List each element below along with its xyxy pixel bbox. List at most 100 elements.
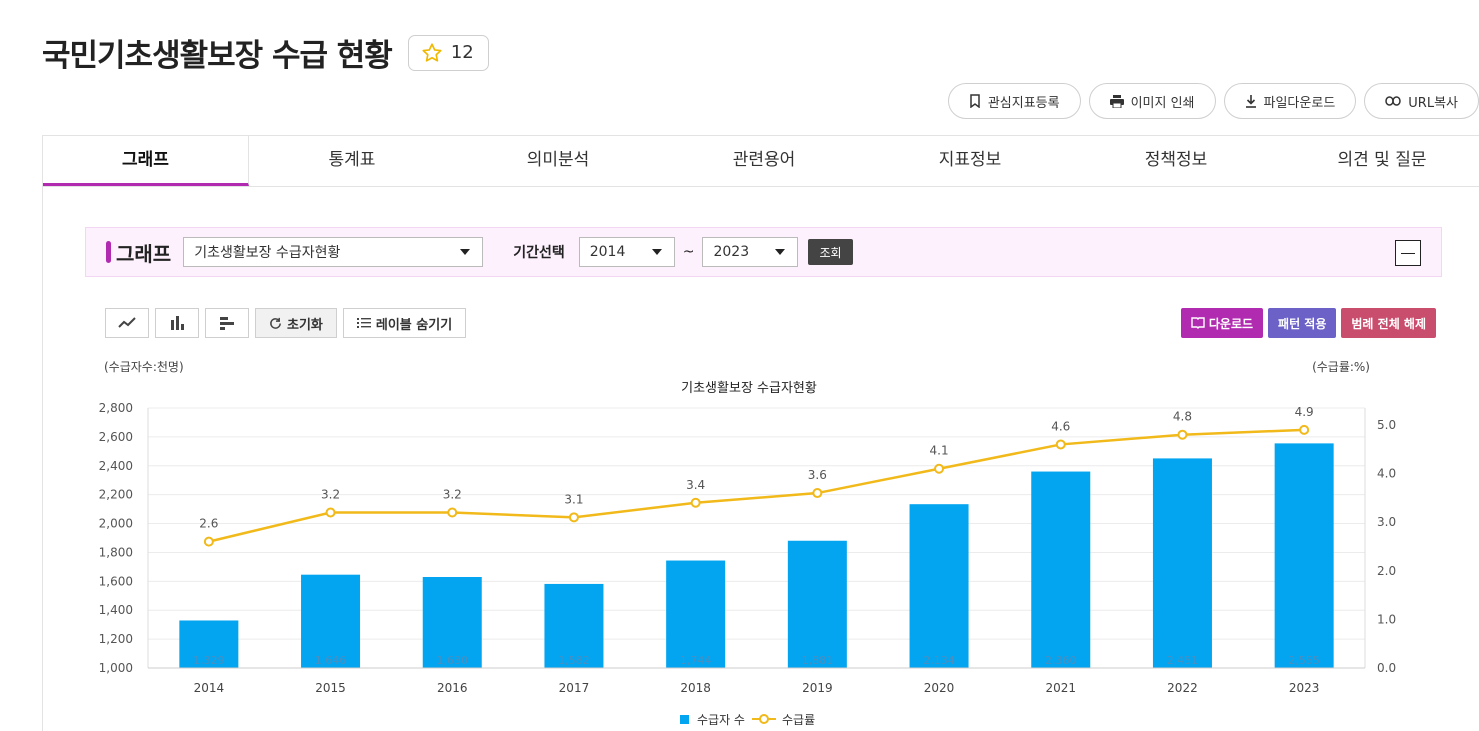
bar-chart-button[interactable] (155, 308, 199, 338)
bar-chart-icon (171, 316, 184, 330)
bookmark-label: 관심지표등록 (987, 95, 1060, 111)
legend-clear-button[interactable]: 범례 전체 해제 (1341, 308, 1436, 338)
hide-labels-label: 레이블 숨기기 (375, 317, 453, 333)
left-axis-tick-label: 2,200 (99, 488, 133, 502)
tab-policy-info[interactable]: 정책정보 (1144, 150, 1208, 170)
filter-bar: 그래프 기초생활보장 수급자현황 기간선택 2014 ~ 2023 조회 (85, 227, 1442, 277)
right-axis-tick-label: 2.0 (1377, 564, 1396, 578)
chart-download-button[interactable]: 다운로드 (1180, 308, 1264, 338)
rate-line (208, 428, 1305, 543)
start-year-value: 2014 (589, 244, 626, 260)
left-axis-tick-label: 1,600 (99, 574, 133, 588)
right-axis-tick-label: 1.0 (1377, 612, 1396, 626)
link-icon (1385, 96, 1402, 106)
tab-terms[interactable]: 관련용어 (732, 150, 796, 170)
copy-url-label: URL복사 (1408, 95, 1458, 111)
horizontal-bar-button[interactable] (205, 308, 249, 338)
legend-bar-swatch[interactable] (680, 715, 689, 724)
bar (909, 504, 969, 668)
refresh-icon (270, 317, 281, 329)
reset-button[interactable]: 초기화 (255, 308, 337, 338)
end-year-select[interactable]: 2023 (702, 237, 799, 267)
dataset-select-value: 기초생활보장 수급자현황 (194, 245, 341, 261)
filter-title: 그래프 (116, 241, 172, 266)
legend-bar-label[interactable]: 수급자 수 (697, 713, 745, 727)
line-data-label: 4.1 (930, 444, 949, 458)
download-icon (1245, 94, 1256, 108)
x-axis-tick-label: 2022 (1167, 681, 1198, 695)
line-data-label: 3.2 (321, 487, 340, 501)
tab-opinions[interactable]: 의견 및 질문 (1337, 150, 1427, 170)
hide-labels-button[interactable]: 레이블 숨기기 (342, 308, 467, 338)
bar (301, 574, 361, 668)
pattern-apply-button[interactable]: 패턴 적용 (1268, 308, 1337, 338)
period-tilde: ~ (682, 244, 695, 260)
line-point (568, 512, 579, 523)
period-label: 기간선택 (513, 245, 565, 261)
right-axis-tick-label: 4.0 (1377, 467, 1396, 481)
line-point (325, 507, 336, 518)
legend-line-label[interactable]: 수급률 (782, 713, 815, 727)
bar-data-label: 1,630 (437, 654, 469, 667)
dataset-select[interactable]: 기초생활보장 수급자현황 (183, 237, 484, 267)
query-button[interactable]: 조회 (808, 239, 853, 265)
bar-data-label: 1,881 (802, 654, 834, 667)
bar-data-label: 1,646 (315, 654, 347, 667)
printer-icon (1109, 94, 1124, 108)
bar (1274, 443, 1334, 668)
bookmark-indicator-button[interactable]: 관심지표등록 (947, 83, 1081, 119)
line-point (203, 536, 214, 547)
tab-bar: 그래프 통계표 의미분석 관련용어 지표정보 정책정보 의견 및 질문 (43, 136, 1479, 187)
copy-url-button[interactable]: URL복사 (1364, 83, 1479, 119)
tab-indicator-info[interactable]: 지표정보 (938, 150, 1002, 170)
bar-data-label: 2,134 (923, 654, 955, 667)
tab-graph[interactable]: 그래프 (43, 136, 249, 186)
line-data-label: 4.9 (1295, 405, 1314, 419)
page-title: 국민기초생활보장 수급 현황 (42, 38, 393, 74)
line-point (812, 488, 823, 499)
x-axis-tick-label: 2018 (680, 681, 711, 695)
x-axis-tick-label: 2016 (437, 681, 468, 695)
print-image-button[interactable]: 이미지 인쇄 (1088, 83, 1216, 119)
bar (787, 540, 847, 668)
tab-analysis[interactable]: 의미분석 (526, 150, 590, 170)
bar (666, 560, 726, 668)
x-axis-tick-label: 2023 (1289, 681, 1320, 695)
favorite-button[interactable]: 12 (407, 34, 489, 71)
left-axis-unit: (수급자수:천명) (104, 359, 184, 374)
bookmark-icon (970, 94, 980, 108)
chart-legend: 수급자 수 수급률 (680, 713, 815, 727)
action-buttons: 관심지표등록 이미지 인쇄 파일다운로드 URL복사 (947, 83, 1479, 119)
bar (1152, 458, 1212, 668)
legend-line-marker (759, 714, 769, 724)
file-download-button[interactable]: 파일다운로드 (1223, 83, 1357, 119)
line-data-label: 3.6 (808, 468, 827, 482)
chart-toolbar: 초기화 레이블 숨기기 (105, 308, 467, 338)
tab-stats-table[interactable]: 통계표 (328, 150, 376, 170)
right-axis-tick-label: 3.0 (1377, 515, 1396, 529)
bar-data-label: 2,360 (1045, 654, 1077, 667)
left-axis-tick-label: 1,000 (99, 661, 133, 675)
file-download-label: 파일다운로드 (1263, 95, 1336, 111)
line-point (934, 463, 945, 474)
x-axis-tick-label: 2014 (194, 681, 225, 695)
left-axis-tick-label: 2,000 (99, 517, 133, 531)
x-axis-tick-label: 2021 (1045, 681, 1076, 695)
line-data-label: 4.8 (1173, 410, 1192, 424)
start-year-select[interactable]: 2014 (578, 237, 675, 267)
favorite-count: 12 (450, 42, 474, 63)
bar-data-label: 1,582 (558, 654, 590, 667)
print-label: 이미지 인쇄 (1130, 95, 1195, 111)
collapse-button[interactable] (1395, 240, 1421, 266)
line-data-label: 3.2 (443, 487, 462, 501)
chevron-down-icon (460, 249, 471, 255)
left-axis-tick-label: 1,200 (99, 632, 133, 646)
line-chart-button[interactable] (105, 308, 149, 338)
bar-data-label: 2,451 (1167, 654, 1199, 667)
chart-download-label: 다운로드 (1208, 316, 1254, 331)
left-axis-tick-label: 2,600 (99, 430, 133, 444)
right-axis-tick-label: 5.0 (1377, 418, 1396, 432)
bar-data-label: 1,744 (680, 654, 712, 667)
